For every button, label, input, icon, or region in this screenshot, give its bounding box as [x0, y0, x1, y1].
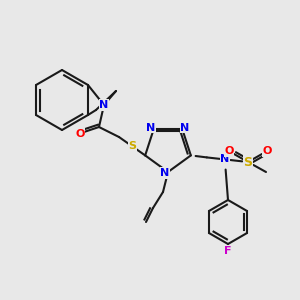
Text: S: S [244, 155, 253, 169]
Text: N: N [99, 100, 109, 110]
Text: F: F [224, 246, 232, 256]
Text: N: N [160, 168, 169, 178]
Text: S: S [128, 141, 136, 151]
Text: O: O [224, 146, 234, 156]
Text: O: O [262, 146, 272, 156]
Text: N: N [181, 123, 190, 133]
Text: O: O [75, 129, 85, 139]
Text: N: N [146, 123, 155, 133]
Text: N: N [220, 154, 230, 164]
